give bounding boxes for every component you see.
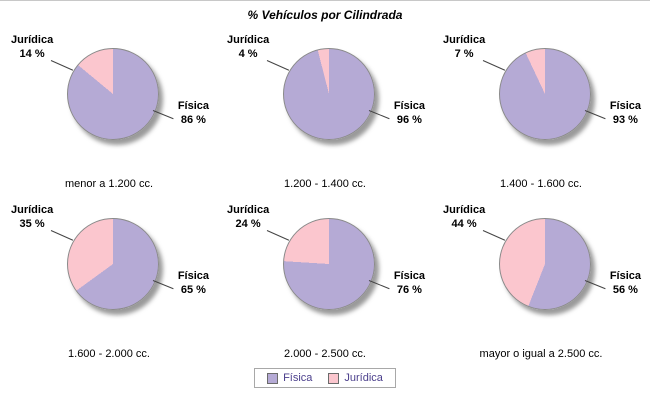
pie-plot-area: Jurídica 35 % Física 65 % xyxy=(7,202,211,328)
pie-plot-area: Jurídica 44 % Física 56 % xyxy=(439,202,643,328)
pie-chart-cell: Jurídica 35 % Física 65 % 1.600 - 2.000 cc… xyxy=(1,196,217,366)
pie-plot-area: Jurídica 4 % Física 96 % xyxy=(223,32,427,158)
juridica-slice-label: Jurídica 7 % xyxy=(443,34,486,60)
pie-chart xyxy=(67,48,159,140)
fisica-slice-label: Física 65 % xyxy=(177,270,209,296)
pie-plot-area: Jurídica 24 % Física 76 % xyxy=(223,202,427,328)
leader-line-fisica xyxy=(152,280,174,290)
pie-caption: 1.600 - 2.000 cc. xyxy=(68,348,150,360)
pie-grid: Jurídica 14 % Física 86 % menor a 1.200 cc… xyxy=(1,26,649,366)
leader-line-fisica xyxy=(584,280,606,290)
leader-line-juridica xyxy=(482,60,506,71)
pie-caption: mayor o igual a 2.500 cc. xyxy=(479,348,603,360)
pie-caption: menor a 1.200 cc. xyxy=(64,178,154,190)
pie-plot-area: Jurídica 14 % Física 86 % xyxy=(7,32,211,158)
pie-chart xyxy=(499,218,591,310)
leader-line-fisica xyxy=(584,110,606,120)
juridica-swatch-icon xyxy=(328,372,340,384)
pie-chart xyxy=(283,48,375,140)
juridica-slice-label: Jurídica 24 % xyxy=(227,204,270,230)
fisica-slice-label: Física 93 % xyxy=(609,100,641,126)
leader-line-juridica xyxy=(266,60,290,71)
pie-plot-area: Jurídica 7 % Física 93 % xyxy=(439,32,643,158)
leader-line-juridica xyxy=(482,230,506,241)
leader-line-fisica xyxy=(368,110,390,120)
leader-line-fisica xyxy=(152,110,174,120)
juridica-slice-label: Jurídica 4 % xyxy=(227,34,270,60)
leader-line-juridica xyxy=(266,230,290,241)
legend-label-juridica: Jurídica xyxy=(344,372,383,384)
pie-chart-cell: Jurídica 24 % Física 76 % 2.000 - 2.500 cc… xyxy=(217,196,433,366)
fisica-slice-label: Física 96 % xyxy=(393,100,425,126)
leader-line-fisica xyxy=(368,280,390,290)
leader-line-juridica xyxy=(50,230,74,241)
leader-line-juridica xyxy=(50,60,74,71)
juridica-slice-label: Jurídica 35 % xyxy=(11,204,54,230)
pie-caption: 1.400 - 1.600 cc. xyxy=(500,178,582,190)
legend-item-fisica: Física xyxy=(267,372,312,384)
fisica-slice-label: Física 86 % xyxy=(177,100,209,126)
legend-label-fisica: Física xyxy=(283,372,313,384)
pie-chart xyxy=(283,218,375,310)
chart-legend: Física Jurídica xyxy=(254,368,396,388)
pie-chart xyxy=(499,48,591,140)
legend-item-juridica: Jurídica xyxy=(328,372,383,384)
fisica-swatch-icon xyxy=(267,372,279,384)
pie-caption: 1.200 - 1.400 cc. xyxy=(284,178,366,190)
juridica-slice-label: Jurídica 14 % xyxy=(11,34,54,60)
pie-chart-cell: Jurídica 14 % Física 86 % menor a 1.200 cc… xyxy=(1,26,217,196)
pie-chart-cell: Jurídica 44 % Física 56 % mayor o igual a … xyxy=(433,196,649,366)
chart-title: % Vehículos por Cilindrada xyxy=(247,8,403,22)
fisica-slice-label: Física 76 % xyxy=(393,270,425,296)
pie-chart-cell: Jurídica 7 % Física 93 % 1.400 - 1.600 cc. xyxy=(433,26,649,196)
fisica-slice-label: Física 56 % xyxy=(609,270,641,296)
pie-chart-cell: Jurídica 4 % Física 96 % 1.200 - 1.400 cc. xyxy=(217,26,433,196)
juridica-slice-label: Jurídica 44 % xyxy=(443,204,486,230)
pie-caption: 2.000 - 2.500 cc. xyxy=(284,348,366,360)
pie-chart xyxy=(67,218,159,310)
